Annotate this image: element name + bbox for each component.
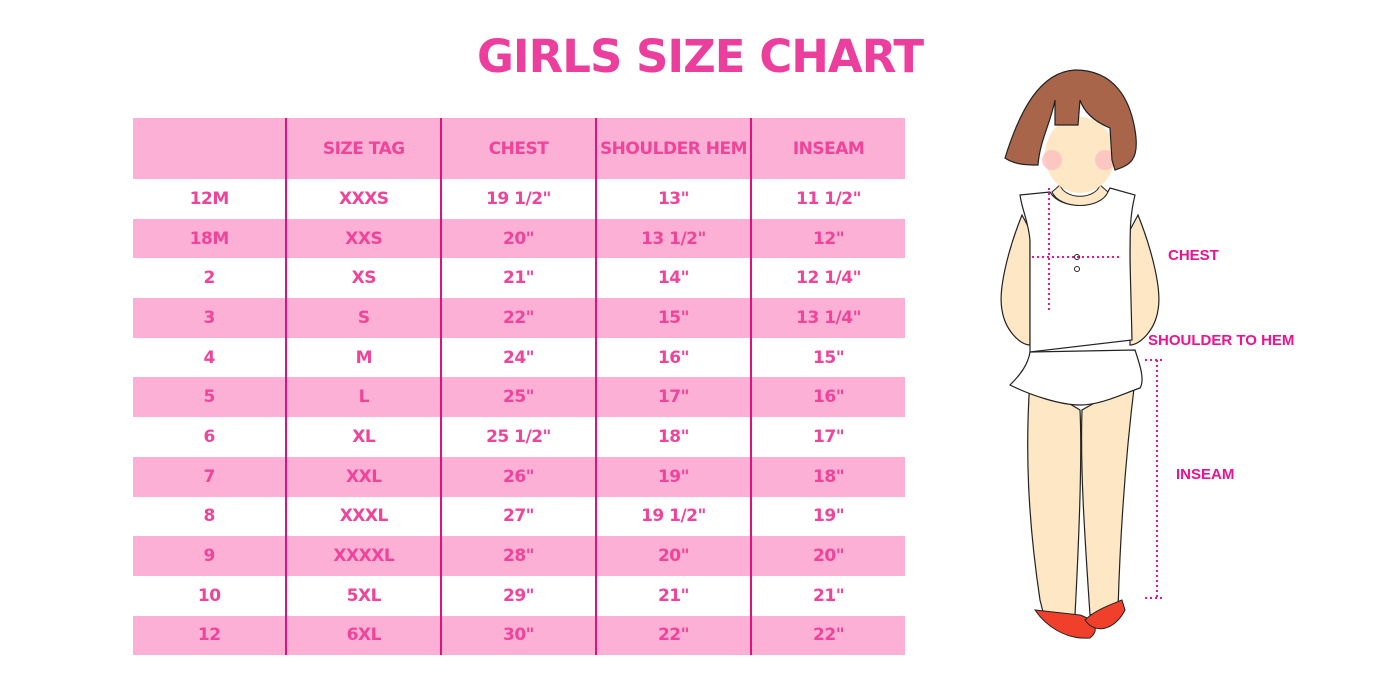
table-cell: 15" (594, 298, 752, 338)
table-cell: 21" (594, 575, 752, 616)
page-title: GIRLS SIZE CHART (476, 30, 924, 83)
table-cell: 20" (594, 536, 752, 576)
column-header: INSEAM (750, 118, 905, 179)
table-cell: XXS (285, 218, 442, 259)
chest-label: CHEST (1168, 247, 1219, 264)
table-row: 4 M 24" 16" 15" (133, 337, 905, 378)
table-cell: 5 (133, 377, 287, 418)
shoulder-to-hem-label: SHOULDER TO HEM (1148, 332, 1295, 349)
table-cell: XS (285, 258, 442, 299)
table-row: 5 L 25" 17" 16" (133, 377, 905, 418)
table-cell: 13" (594, 179, 752, 219)
table-cell: XXXXL (285, 536, 442, 576)
table-cell: 19" (594, 456, 752, 497)
table-cell: XXXL (285, 496, 442, 537)
column-header: SHOULDER HEM (594, 118, 752, 179)
table-cell: 5XL (285, 575, 442, 616)
table-row: 2 XS 21" 14" 12 1/4" (133, 258, 905, 299)
table-cell: 12 1/4" (750, 258, 905, 299)
table-cell: 25" (440, 377, 596, 418)
table-cell: 21" (440, 258, 596, 299)
table-cell: 13 1/4" (750, 298, 905, 338)
table-cell: 20" (440, 218, 596, 259)
table-row: 6 XL 25 1/2" 18" 17" (133, 417, 905, 457)
table-cell: 12M (189, 188, 230, 209)
table-cell: 10 (197, 585, 221, 606)
table-row: 12M XXXS 19 1/2" 13" 11 1/2" (133, 179, 905, 219)
column-header: CHEST (440, 118, 596, 179)
table-cell: 18" (750, 456, 905, 497)
table-cell: 22" (750, 615, 905, 656)
table-cell: 17" (750, 417, 905, 457)
table-cell: 21" (750, 575, 905, 616)
table-cell: XXL (285, 456, 442, 497)
table-cell: 30" (440, 615, 596, 656)
inseam-label: INSEAM (1176, 466, 1235, 483)
table-cell: 29" (440, 575, 596, 616)
table-cell: 18" (594, 417, 752, 457)
table-cell: 14" (594, 258, 752, 299)
table-cell: 13 1/2" (594, 218, 752, 259)
table-cell: 22" (594, 615, 752, 656)
size-table: SIZE TAG CHEST SHOULDER HEM INSEAM 12M XXXS 1… (133, 118, 905, 656)
table-cell: 6XL (285, 615, 442, 656)
table-header-row: SIZE TAG CHEST SHOULDER HEM INSEAM (133, 118, 905, 179)
table-cell: 17" (594, 377, 752, 418)
table-cell: XL (285, 417, 442, 457)
table-cell: 7 (133, 456, 287, 497)
table-cell: 20" (750, 536, 905, 576)
table-row: 18M XXS 20" 13 1/2" 12" (133, 218, 905, 259)
table-cell: 3 (133, 298, 287, 338)
table-cell: 27" (440, 496, 596, 537)
table-cell: 28" (440, 536, 596, 576)
table-cell: 16" (750, 377, 905, 418)
table-cell: 19 1/2" (440, 179, 596, 219)
table-cell: M (285, 337, 442, 378)
table-cell: 6 (203, 426, 216, 447)
table-row: 12 6XL 30" 22" 22" (133, 615, 905, 656)
table-cell: 4 (203, 347, 216, 368)
table-cell: 9 (133, 536, 287, 576)
table-cell: XXXS (285, 179, 442, 219)
table-cell: 18M (133, 218, 287, 259)
table-cell: L (285, 377, 442, 418)
table-row: 8 XXXL 27" 19 1/2" 19" (133, 496, 905, 537)
column-header (133, 118, 287, 179)
table-cell: 2 (203, 268, 216, 289)
table-cell: 15" (750, 337, 905, 378)
table-row: 10 5XL 29" 21" 21" (133, 575, 905, 616)
table-cell: 16" (594, 337, 752, 378)
table-cell: 19 1/2" (594, 496, 752, 537)
table-cell: 12" (750, 218, 905, 259)
table-cell: 8 (203, 506, 216, 527)
table-row: 9 XXXXL 28" 20" 20" (133, 536, 905, 576)
table-cell: 11 1/2" (750, 179, 905, 219)
table-cell: 26" (440, 456, 596, 497)
table-row: 7 XXL 26" 19" 18" (133, 456, 905, 497)
table-cell: 25 1/2" (440, 417, 596, 457)
column-header: SIZE TAG (285, 118, 442, 179)
table-row: 3 S 22" 15" 13 1/4" (133, 298, 905, 338)
table-cell: 24" (440, 337, 596, 378)
table-cell: 12 (133, 615, 287, 656)
table-cell: 22" (440, 298, 596, 338)
table-cell: 19" (750, 496, 905, 537)
table-cell: S (285, 298, 442, 338)
